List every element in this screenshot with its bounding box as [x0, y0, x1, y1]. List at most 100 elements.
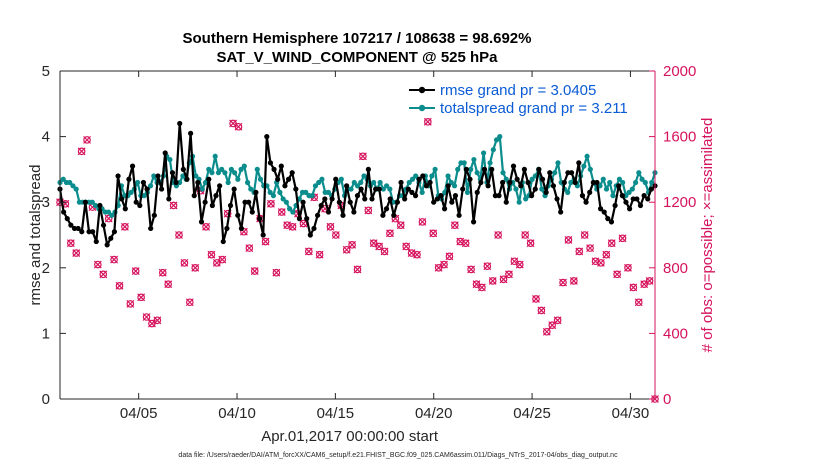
obs-point: [191, 263, 200, 272]
rmse-point: [325, 209, 332, 215]
spread-point: [193, 173, 199, 179]
rmse-point: [470, 219, 477, 225]
obs-point: [164, 280, 173, 289]
spread-point: [523, 196, 529, 202]
spread-point: [286, 206, 293, 212]
spread-point: [316, 179, 322, 186]
spread-point: [487, 160, 493, 166]
rmse-point: [648, 186, 654, 192]
spread-point: [151, 173, 157, 179]
rmse-point: [158, 186, 165, 192]
spread-point: [228, 166, 234, 172]
rmse-point: [373, 186, 379, 192]
spread-point: [73, 186, 79, 192]
spread-point: [277, 189, 283, 195]
spread-point: [358, 179, 364, 186]
rmse-point: [539, 176, 546, 182]
spread-point: [587, 166, 593, 172]
spread-point: [584, 153, 590, 159]
rmse-point: [264, 134, 270, 140]
obs-point: [418, 217, 427, 226]
rmse-point: [122, 206, 128, 212]
rmse-point: [336, 199, 342, 205]
obs-point: [277, 208, 286, 216]
spread-point: [135, 179, 141, 186]
rmse-point: [224, 225, 230, 232]
x-tick-label: 04/10: [218, 405, 256, 422]
rmse-point: [619, 193, 625, 199]
rmse-point: [202, 199, 208, 205]
spread-point: [406, 179, 412, 186]
x-tick-label: 04/25: [513, 405, 551, 422]
obs-point: [126, 299, 135, 308]
spread-point: [607, 179, 613, 186]
obs-point: [380, 247, 389, 256]
rmse-point: [198, 219, 205, 225]
obs-point: [596, 258, 605, 267]
rmse-point: [597, 206, 604, 212]
rmse-point: [441, 206, 448, 212]
rmse-point: [289, 170, 295, 176]
legend-spread-marker: [418, 104, 426, 112]
rmse-point: [427, 179, 433, 186]
obs-point: [467, 265, 476, 274]
footnote: data file: /Users/raeder/DAI/ATM_forcXX/…: [178, 452, 618, 459]
spread-point: [219, 166, 225, 172]
rmse-point: [100, 222, 107, 228]
obs-point: [634, 298, 643, 307]
spread-point: [429, 173, 435, 179]
rmse-point: [634, 196, 640, 202]
spread-point: [222, 170, 228, 176]
rmse-point: [329, 196, 335, 202]
rmse-point: [358, 186, 364, 192]
spread-point: [493, 137, 500, 143]
spread-point: [481, 150, 487, 156]
spread-point: [354, 183, 361, 189]
rmse-point: [314, 212, 321, 218]
rmse-point: [630, 196, 636, 202]
rmse-point: [550, 183, 557, 189]
rmse-point: [300, 199, 306, 205]
spread-point: [351, 179, 357, 186]
rmse-point: [449, 199, 455, 205]
rmse-point: [213, 193, 219, 199]
y-right-tick-label: 800: [663, 260, 688, 277]
spread-point: [448, 179, 454, 186]
spread-point: [270, 193, 277, 199]
spread-point: [348, 186, 354, 192]
obs-point: [645, 276, 654, 285]
rmse-point: [383, 206, 390, 212]
rmse-point: [296, 216, 303, 222]
rmse-point: [119, 196, 125, 202]
spread-point: [568, 179, 574, 186]
rmse-point: [271, 166, 277, 172]
obs-point: [586, 244, 595, 253]
spread-point: [209, 170, 215, 176]
spread-point: [419, 189, 425, 195]
x-tick-label: 04/30: [612, 405, 650, 422]
chart-title: Southern Hemisphere 107217 / 108638 = 98…: [183, 30, 532, 47]
rmse-point: [347, 199, 353, 205]
rmse-point: [79, 229, 85, 235]
rmse-point: [162, 150, 168, 156]
spread-point: [89, 199, 95, 205]
rmse-point: [115, 173, 121, 179]
obs-point: [505, 270, 513, 279]
y-right-tick-label: 1600: [663, 129, 696, 146]
spread-point: [319, 176, 325, 182]
y-left-tick-label: 3: [42, 194, 50, 211]
rmse-point: [402, 196, 408, 202]
rmse-point: [529, 193, 535, 199]
rmse-point: [645, 196, 651, 202]
rmse-point: [108, 235, 114, 241]
spread-point: [513, 186, 519, 192]
spread-point: [620, 179, 626, 186]
spread-point: [632, 179, 639, 186]
rmse-point: [151, 212, 157, 218]
obs-point: [175, 231, 183, 239]
obs-point: [110, 255, 119, 264]
spread-point: [497, 134, 503, 140]
spread-point: [451, 183, 458, 189]
rmse-point: [231, 186, 237, 192]
